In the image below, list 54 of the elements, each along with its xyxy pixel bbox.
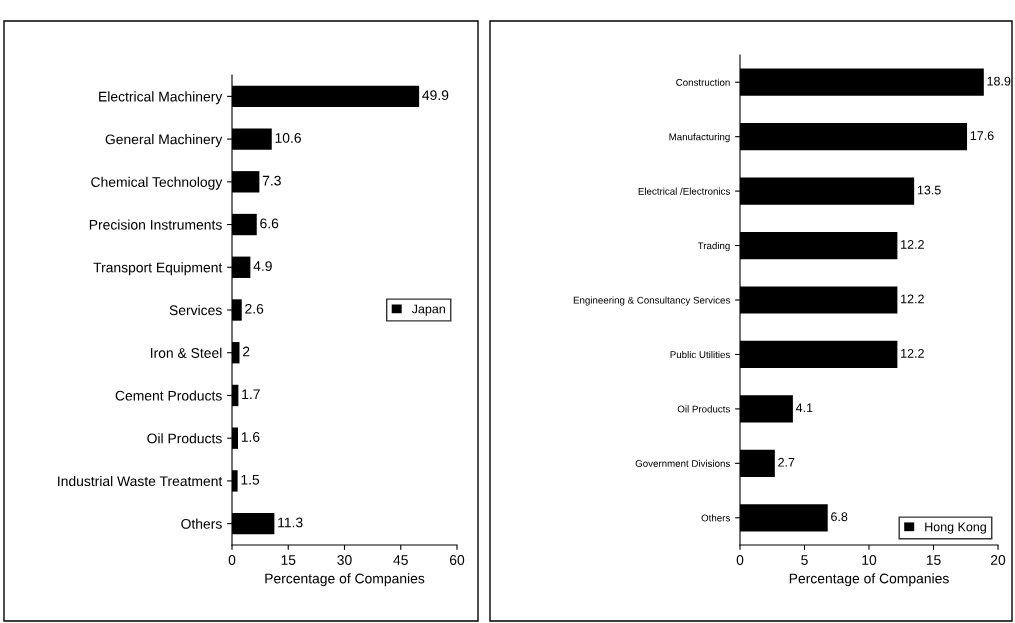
x-tick-label: 20	[990, 555, 1006, 565]
y-tick-label: Cement Products	[115, 390, 222, 401]
y-tick-label: Industrial Waste Treatment	[58, 475, 223, 487]
data-label: 18.9	[987, 76, 1011, 86]
y-tick-label: Services	[169, 304, 222, 316]
x-tick-label: 0	[228, 555, 236, 565]
y-tick-label: Electrical /Electronics	[638, 187, 730, 195]
data-label: 12.2	[901, 348, 924, 358]
data-label: 12.2	[901, 294, 924, 304]
y-tick-label: Oil Products	[147, 433, 222, 444]
y-tick-label: Engineering & Consultancy Services	[573, 296, 730, 306]
x-tick-label: 5	[801, 555, 808, 565]
x-tick-label: 60	[449, 555, 465, 565]
y-tick-label: Oil Products	[677, 405, 730, 413]
data-label: 49.9	[422, 90, 449, 101]
data-label: 2.6	[245, 303, 264, 314]
data-label: 6.8	[831, 512, 848, 522]
y-tick-label: Transport Equipment	[93, 262, 223, 276]
y-tick-label: Precision Instruments	[89, 219, 222, 230]
y-tick-label: Public Utilities	[670, 350, 730, 359]
x-tick-label: 45	[393, 555, 408, 565]
data-label: 2.7	[778, 457, 795, 467]
legend-label: Hong Kong	[925, 522, 986, 534]
x-axis-title: Percentage of Companies	[265, 573, 425, 587]
y-tick-label: General Machinery	[105, 134, 223, 148]
y-tick-label: Manufacturing	[669, 133, 730, 143]
x-tick-label: 15	[926, 555, 941, 565]
data-label: 4.1	[795, 403, 813, 413]
x-axis-title: Percentage of Companies	[789, 573, 949, 587]
data-label: 11.3	[278, 517, 303, 528]
data-label: 10.6	[275, 132, 301, 143]
x-tick-label: 30	[337, 555, 352, 565]
data-label: 6.6	[260, 218, 279, 229]
data-label: 13.5	[917, 185, 941, 195]
data-label: 7.3	[262, 175, 281, 186]
data-label: 1.6	[241, 432, 260, 442]
data-label: 1.7	[242, 389, 260, 400]
y-tick-label: Electrical Machinery	[99, 91, 223, 105]
y-tick-label: Others	[181, 518, 222, 529]
y-tick-label: Chemical Technology	[91, 176, 223, 190]
data-label: 4.9	[253, 261, 272, 271]
x-tick-label: 15	[281, 555, 296, 565]
data-label: 2	[242, 346, 250, 357]
y-tick-label: Iron & Steel	[150, 347, 222, 358]
x-tick-label: 0	[736, 555, 744, 565]
data-label: 12.2	[901, 240, 924, 249]
y-tick-label: Trading	[697, 242, 730, 252]
data-label: 17.6	[970, 131, 994, 141]
y-tick-label: Government Divisions	[635, 459, 730, 467]
y-tick-label: Others	[701, 514, 730, 522]
data-label: 1.5	[241, 474, 260, 485]
legend-label: Japan	[411, 304, 445, 316]
y-tick-label: Construction	[676, 78, 730, 86]
x-tick-label: 10	[862, 555, 877, 565]
